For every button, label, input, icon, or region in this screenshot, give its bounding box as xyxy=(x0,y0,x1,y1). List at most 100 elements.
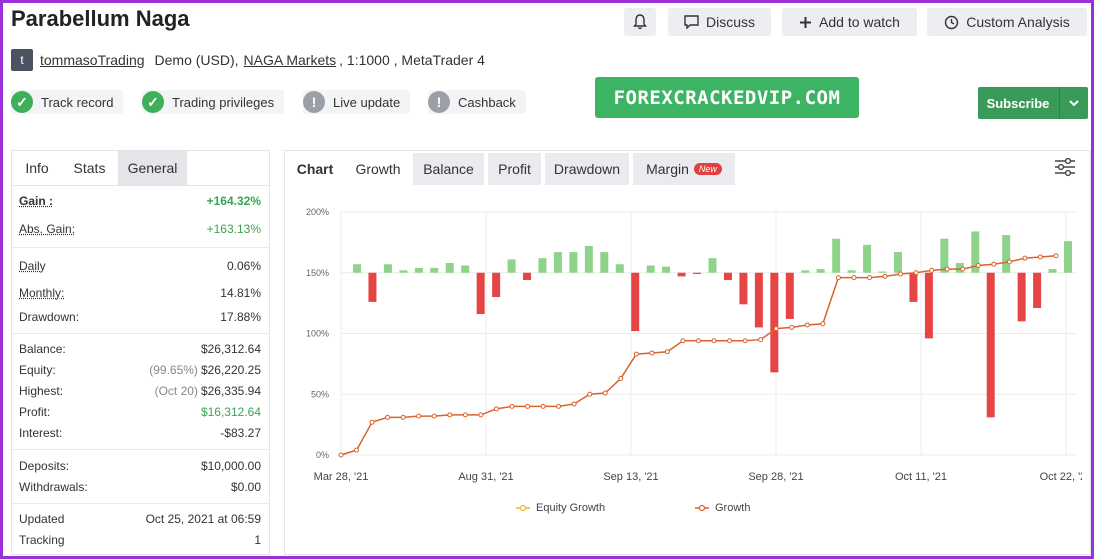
legend-equity-growth[interactable]: Equity Growth xyxy=(516,502,605,514)
stat-value: +163.13% xyxy=(206,222,261,236)
y-tick-label: 200% xyxy=(306,207,329,217)
bar xyxy=(955,263,964,273)
exclamation-icon: ! xyxy=(428,91,450,113)
x-tick-label: Oct 11, '21 xyxy=(895,471,947,483)
growth-point xyxy=(1006,259,1012,265)
stat-label: Monthly: xyxy=(19,286,65,300)
stat-balance: Balance: $26,312.64 xyxy=(19,340,261,358)
tab-general[interactable]: General xyxy=(118,151,187,185)
bar xyxy=(523,272,532,281)
x-tick-label: Mar 28, '21 xyxy=(314,471,369,483)
discuss-button[interactable]: Discuss xyxy=(668,8,771,36)
divider xyxy=(12,247,269,248)
stat-value: $26,335.94 xyxy=(200,384,261,398)
stat-label: Profit: xyxy=(19,405,51,419)
badge-track-record[interactable]: ✓ Track record xyxy=(11,90,124,114)
custom-analysis-button[interactable]: Custom Analysis xyxy=(927,8,1087,36)
clock-icon xyxy=(945,15,959,29)
growth-point xyxy=(633,351,639,357)
tab-balance[interactable]: Balance xyxy=(413,153,484,185)
growth-point xyxy=(898,271,904,277)
growth-point xyxy=(711,338,717,344)
growth-point xyxy=(602,390,608,396)
tab-growth[interactable]: Growth xyxy=(347,153,409,185)
growth-point xyxy=(385,414,391,420)
tab-info[interactable]: Info xyxy=(25,160,49,176)
bar xyxy=(569,252,578,273)
growth-point xyxy=(540,403,546,409)
chevron-down-icon[interactable] xyxy=(1059,87,1088,119)
chart-settings-icon[interactable] xyxy=(1054,157,1076,182)
growth-point xyxy=(649,350,655,356)
bar xyxy=(507,259,516,273)
stat-gain: Gain : +164.32% xyxy=(19,192,261,210)
tab-profit[interactable]: Profit xyxy=(488,153,541,185)
tab-drawdown[interactable]: Drawdown xyxy=(545,153,629,185)
stat-label: Balance: xyxy=(19,342,66,356)
bar xyxy=(584,246,593,273)
stat-tracking: Tracking 1 xyxy=(19,531,261,549)
growth-point xyxy=(975,262,981,268)
bar xyxy=(353,264,361,273)
growth-point xyxy=(354,447,360,453)
stat-monthly: Monthly: 14.81% xyxy=(19,284,261,302)
badge-trading-privileges[interactable]: ✓ Trading privileges xyxy=(142,90,285,114)
legend-growth[interactable]: Growth xyxy=(695,502,750,514)
bar xyxy=(739,272,748,305)
tab-chart[interactable]: Chart xyxy=(287,153,343,185)
x-tick-label: Oct 22, '21 xyxy=(1040,471,1082,483)
stat-value: $10,000.00 xyxy=(200,459,261,473)
stat-highest: Highest: (Oct 20) $26,335.94 xyxy=(19,382,261,400)
stat-value: $26,220.25 xyxy=(200,363,261,377)
bell-icon xyxy=(633,14,647,30)
stat-drawdown: Drawdown: 17.88% xyxy=(19,308,261,326)
tab-margin[interactable]: Margin New xyxy=(633,153,735,185)
notifications-button[interactable] xyxy=(624,8,656,36)
stat-value: +164.32% xyxy=(206,194,261,208)
growth-point xyxy=(789,324,795,330)
bar xyxy=(863,244,872,273)
stat-deposits: Deposits: $10,000.00 xyxy=(19,457,261,475)
growth-point xyxy=(369,419,375,425)
badge-live-update[interactable]: ! Live update xyxy=(303,90,411,114)
growth-point xyxy=(525,403,531,409)
tab-stats[interactable]: Stats xyxy=(73,160,106,176)
stat-label: Updated xyxy=(19,512,65,526)
bar xyxy=(1033,272,1042,308)
bar xyxy=(461,265,470,273)
growth-point xyxy=(929,267,935,273)
growth-point xyxy=(960,266,966,272)
add-to-watch-label: Add to watch xyxy=(819,14,900,30)
username-link[interactable]: tommasoTrading xyxy=(40,52,145,68)
growth-point xyxy=(1022,255,1028,261)
growth-line xyxy=(340,254,1057,456)
bar xyxy=(893,252,902,273)
broker-link[interactable]: NAGA Markets xyxy=(243,52,337,68)
bar xyxy=(399,270,408,273)
subscribe-button[interactable]: Subscribe xyxy=(978,87,1088,119)
bar xyxy=(476,272,485,315)
stats-panel: Info Stats General Gain : +164.32% Abs. … xyxy=(11,150,270,555)
bar xyxy=(631,272,640,332)
bar xyxy=(723,272,732,281)
growth-point xyxy=(851,275,857,281)
stat-value: 14.81% xyxy=(220,286,261,300)
bar xyxy=(971,231,980,273)
custom-analysis-label: Custom Analysis xyxy=(966,14,1070,30)
bar xyxy=(785,272,794,319)
stat-label: Tracking xyxy=(19,533,65,547)
badge-cashback[interactable]: ! Cashback xyxy=(428,90,526,114)
check-icon: ✓ xyxy=(142,91,164,113)
bar xyxy=(677,272,686,277)
badge-label: Live update xyxy=(333,94,401,110)
growth-chart: 0% 50% 100% 150% 200% Mar 28, '21 Aug 31, '21 S… xyxy=(298,200,1092,500)
add-to-watch-button[interactable]: Add to watch xyxy=(782,8,917,36)
stat-value: $26,312.64 xyxy=(200,342,261,356)
stat-interest: Interest: -$83.27 xyxy=(19,424,261,442)
stat-profit: Profit: $16,312.64 xyxy=(19,403,261,421)
chart-panel: Chart Growth Balance Profit Drawdown Mar… xyxy=(284,150,1091,555)
growth-point xyxy=(742,338,748,344)
stat-label: Daily xyxy=(19,259,46,273)
plus-icon xyxy=(800,16,812,28)
